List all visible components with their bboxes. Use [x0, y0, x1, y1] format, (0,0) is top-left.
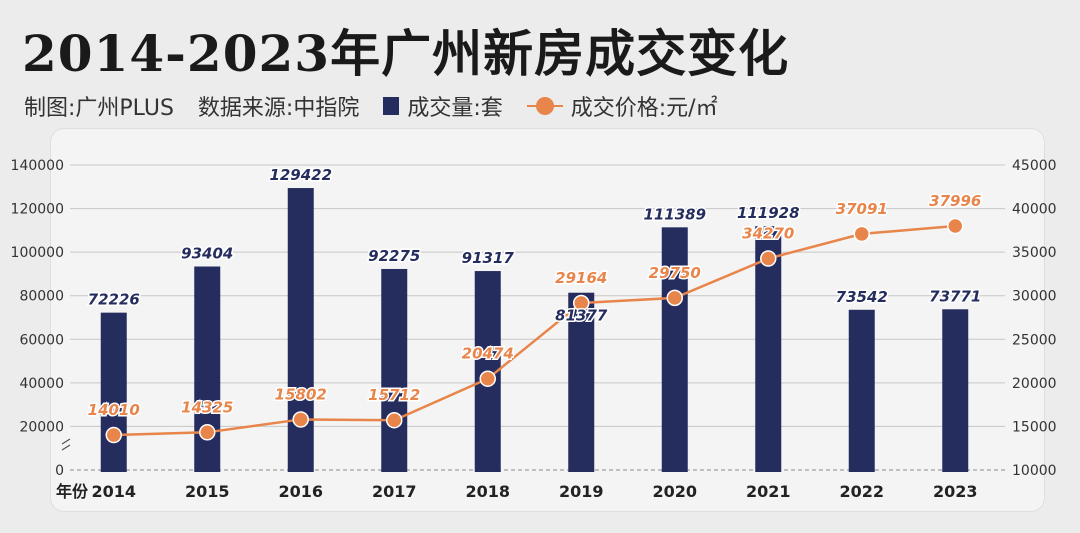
credit-text: 制图:广州PLUS — [24, 96, 174, 121]
volume-bar — [942, 309, 969, 472]
x-axis-title: 年份 — [56, 482, 89, 501]
volume-data-label: 111928 — [737, 204, 800, 222]
price-point — [386, 411, 403, 429]
x-tick-label: 2021 — [746, 482, 791, 501]
price-point — [292, 411, 309, 428]
source-text: 数据来源:中指院 — [197, 96, 360, 121]
volume-data-label: 93404 — [181, 245, 233, 263]
x-tick-label: 2019 — [559, 482, 604, 501]
subtitle-row: 制图:广州PLUS 数据来源:中指院 成交量:套 成交价格:元/㎡ — [24, 90, 718, 122]
x-tick-label: 2018 — [465, 482, 510, 501]
price-data-label: 14010 — [88, 401, 140, 419]
x-tick-label: 2014 — [91, 482, 136, 501]
price-point — [853, 225, 870, 243]
volume-data-label: 92275 — [368, 247, 420, 265]
price-data-label: 14325 — [181, 398, 233, 416]
price-point — [479, 370, 496, 387]
line-marker-icon — [526, 97, 563, 115]
volume-data-label: 73771 — [929, 287, 981, 305]
legend-volume: 成交量:套 — [383, 90, 503, 122]
price-point — [760, 250, 777, 267]
volume-data-label: 129422 — [269, 166, 332, 184]
left-tick-label: 80000 — [19, 289, 64, 305]
volume-data-label: 72226 — [88, 291, 140, 309]
volume-bar — [661, 227, 688, 472]
price-data-label: 34270 — [742, 225, 794, 243]
price-point — [105, 426, 122, 444]
x-tick-label: 2016 — [278, 482, 323, 501]
left-tick-label: 20000 — [19, 419, 64, 435]
legend-price: 成交价格:元/㎡ — [526, 90, 718, 122]
left-tick-label: 60000 — [19, 332, 64, 348]
volume-bar — [381, 268, 408, 472]
right-tick-label: 30000 — [1012, 289, 1057, 305]
left-tick-label: 40000 — [19, 376, 64, 392]
axis-break-icon — [61, 438, 71, 451]
bar-swatch-icon — [383, 97, 400, 115]
x-tick-label: 2023 — [933, 482, 978, 501]
volume-bar — [755, 226, 782, 472]
x-tick-label: 2022 — [839, 482, 884, 501]
volume-data-label: 111389 — [643, 205, 706, 223]
volume-data-label: 73542 — [836, 288, 888, 306]
right-tick-label: 15000 — [1012, 419, 1057, 435]
legend-price-label: 成交价格:元/㎡ — [570, 96, 718, 121]
price-data-label: 29164 — [555, 269, 607, 287]
left-tick-label: 140000 — [11, 158, 64, 174]
right-tick-label: 35000 — [1012, 245, 1057, 261]
price-data-label: 37091 — [836, 200, 888, 218]
right-tick-label: 25000 — [1012, 332, 1057, 348]
right-tick-label: 20000 — [1012, 376, 1057, 392]
price-line — [113, 224, 956, 437]
right-tick-label: 45000 — [1012, 158, 1057, 174]
left-tick-label: 120000 — [11, 202, 64, 218]
right-tick-label: 10000 — [1012, 463, 1057, 479]
price-point — [199, 424, 216, 441]
left-tick-label: 0 — [55, 463, 64, 479]
price-data-label: 15802 — [275, 385, 327, 403]
volume-bar — [100, 312, 127, 472]
price-point — [666, 289, 683, 307]
volume-bar — [848, 309, 875, 472]
price-point — [573, 294, 590, 312]
volume-bar — [194, 266, 221, 472]
chart-title: 2014-2023年广州新房成交变化 — [22, 24, 790, 83]
price-data-label: 29750 — [649, 264, 701, 282]
volume-bar — [568, 292, 595, 472]
price-point — [947, 217, 964, 235]
volume-data-label: 81377 — [555, 307, 608, 325]
volume-data-label: 91317 — [462, 249, 515, 267]
price-data-label: 15712 — [368, 386, 420, 404]
price-data-label: 20474 — [462, 345, 514, 363]
legend-volume-label: 成交量:套 — [407, 96, 503, 121]
price-data-label: 37996 — [929, 192, 981, 210]
x-tick-label: 2017 — [372, 482, 417, 501]
volume-bar — [287, 188, 314, 472]
left-tick-label: 100000 — [11, 245, 64, 261]
x-tick-label: 2015 — [185, 482, 230, 501]
right-tick-label: 40000 — [1012, 202, 1057, 218]
x-tick-label: 2020 — [652, 482, 697, 501]
